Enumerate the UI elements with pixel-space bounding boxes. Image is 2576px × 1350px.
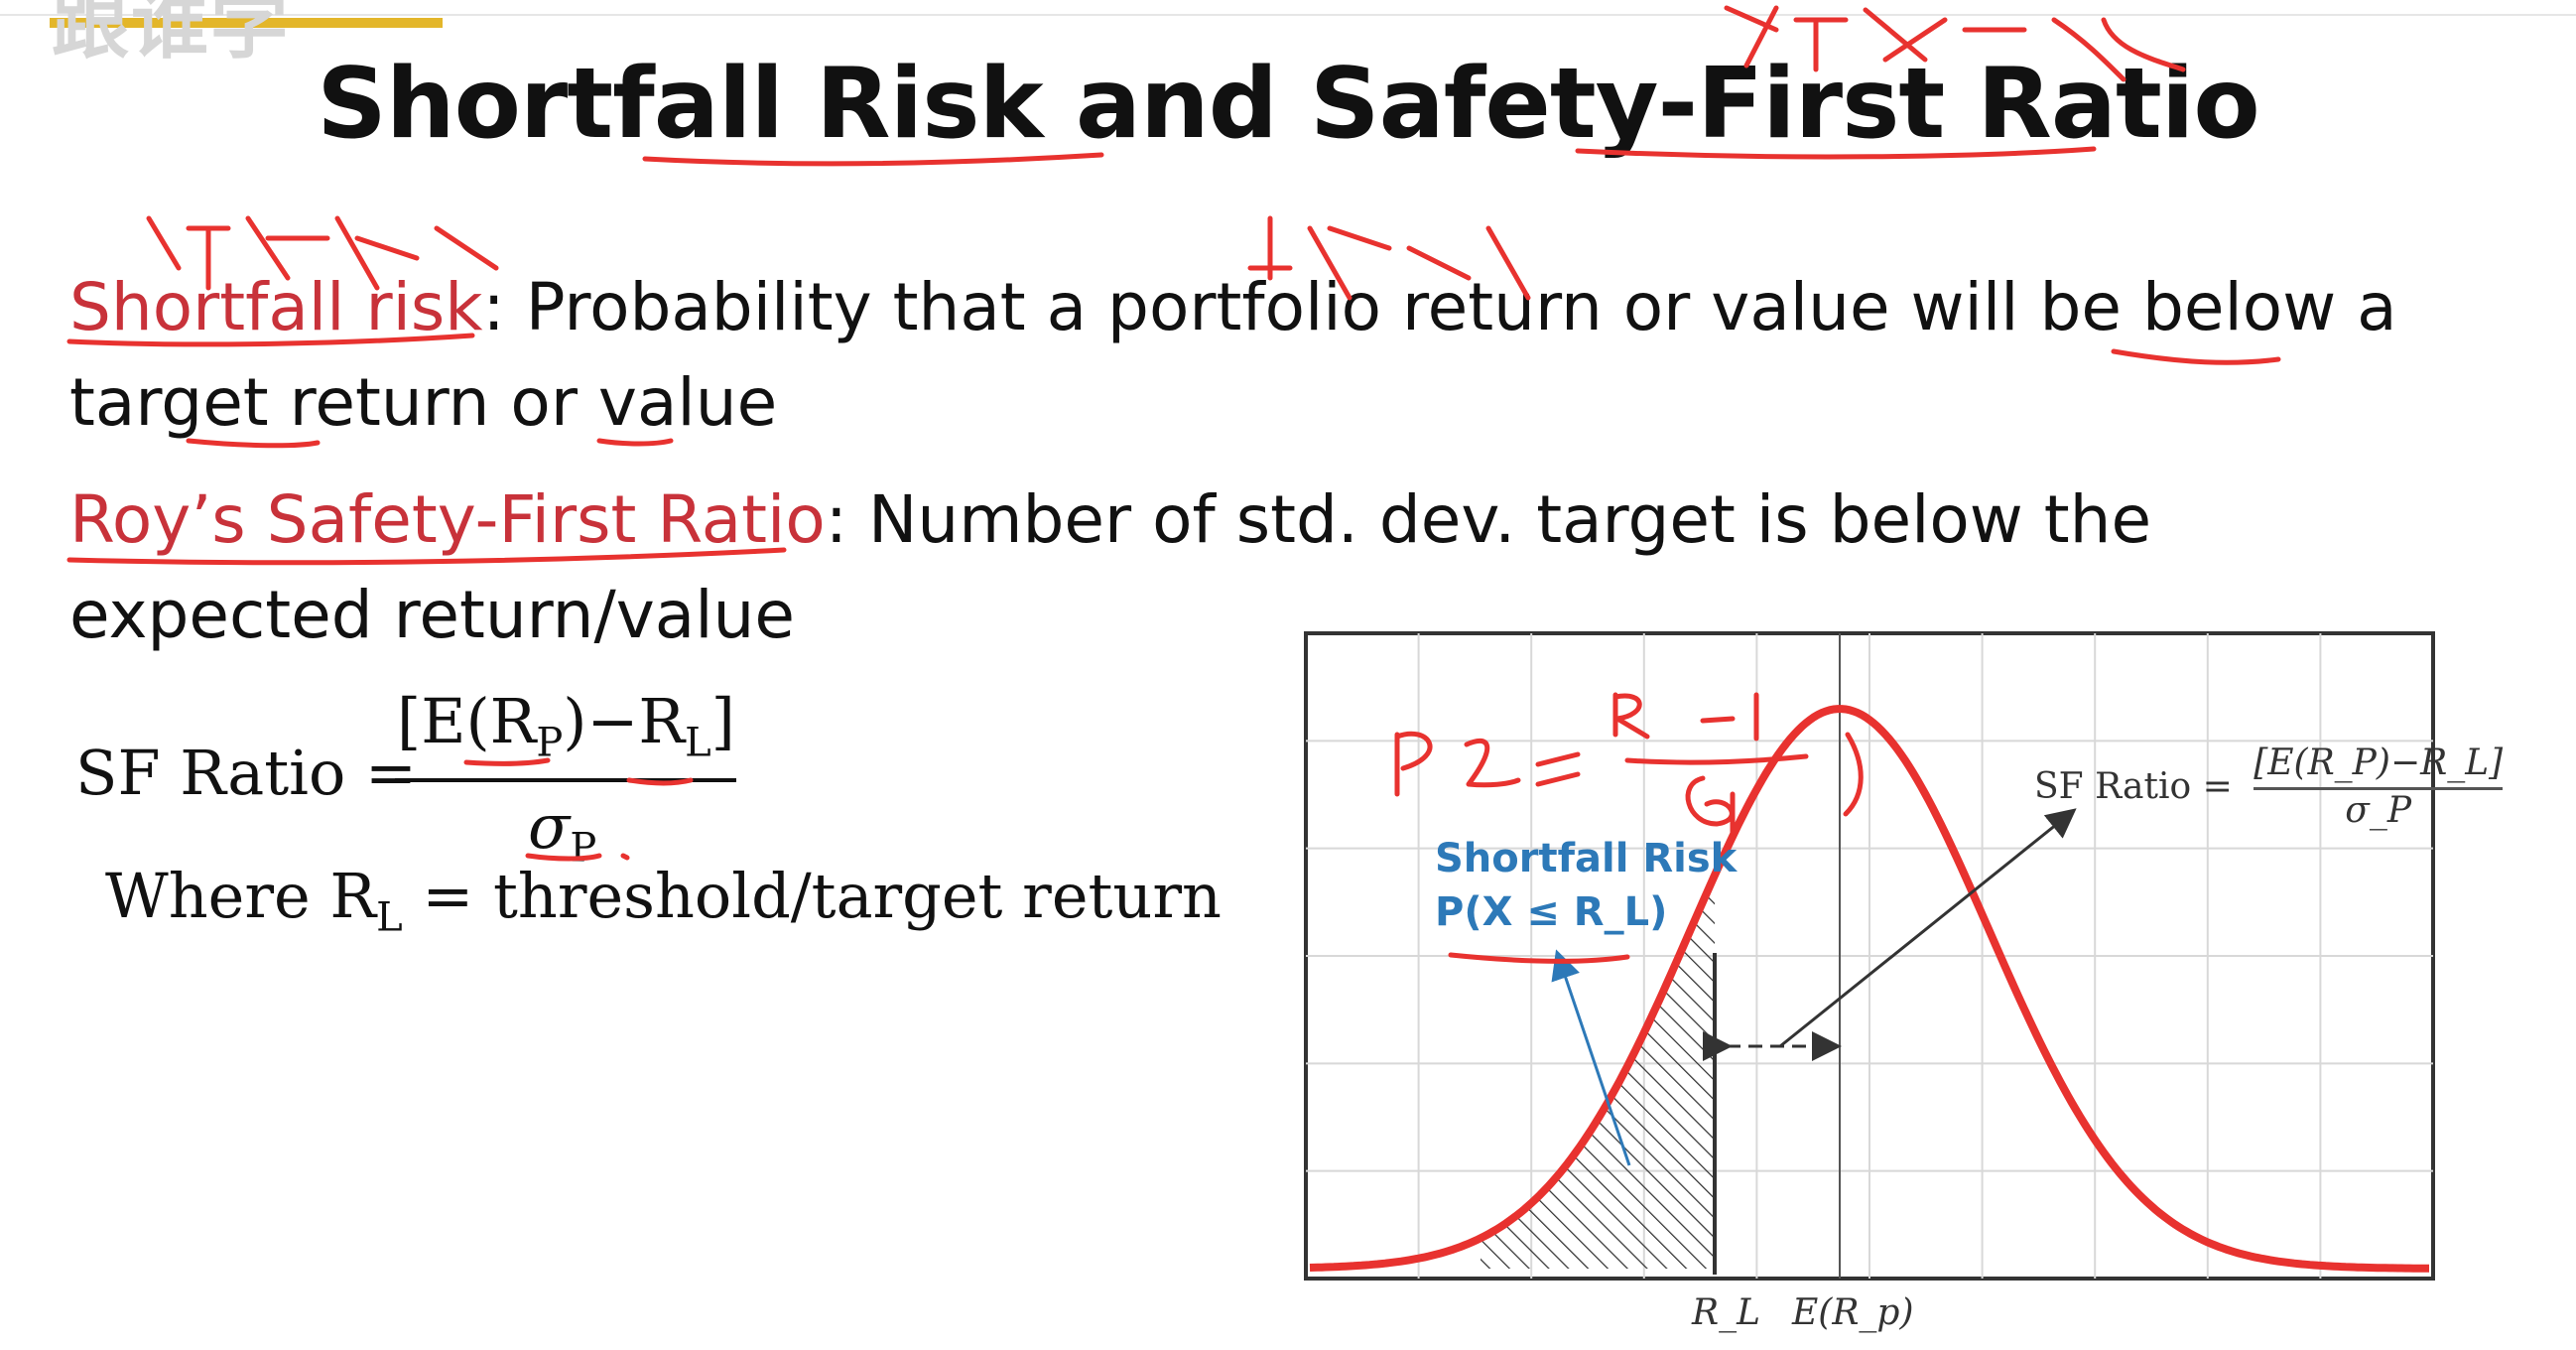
fraction-bar bbox=[395, 778, 736, 782]
shortfall-risk-expression: P(X ≤ R_L) bbox=[1435, 889, 1668, 935]
x-tick-rl: R_L bbox=[1692, 1292, 1761, 1333]
shortfall-callout-arrow bbox=[1551, 949, 1631, 1166]
shortfall-shaded-area bbox=[1481, 875, 1715, 1269]
header-accent-bar bbox=[50, 18, 443, 28]
where-sub: L bbox=[376, 894, 403, 941]
where-clause: Where RL = threshold/target return bbox=[105, 860, 1222, 940]
numerator-mid: )−R bbox=[563, 685, 686, 757]
roy-colon: : bbox=[825, 481, 848, 558]
inset-denominator: σ_P bbox=[2345, 790, 2412, 831]
numerator-sub-p: P bbox=[536, 720, 564, 766]
roy-definition: Roy’s Safety-First Ratio: Number of std.… bbox=[69, 472, 2451, 663]
inset-lhs: SF Ratio = bbox=[2034, 766, 2233, 807]
chart-svg bbox=[1304, 631, 2435, 1281]
roy-term: Roy’s Safety-First Ratio bbox=[69, 481, 826, 558]
inset-numerator: [E(R_P)−R_L] bbox=[2254, 742, 2504, 790]
where-suffix: = threshold/target return bbox=[402, 860, 1222, 932]
top-divider bbox=[0, 14, 2576, 16]
inset-fraction: [E(R_P)−R_L] σ_P bbox=[2254, 742, 2504, 831]
hw-dot bbox=[620, 853, 630, 861]
numerator-close: ] bbox=[710, 685, 735, 757]
x-tick-erp: E(R_p) bbox=[1792, 1292, 1914, 1333]
denominator-sigma: σ bbox=[528, 790, 571, 863]
where-prefix: Where R bbox=[105, 860, 377, 932]
shortfall-definition: Shortfall risk: Probability that a portf… bbox=[69, 260, 2451, 451]
sf-ratio-inset: SF Ratio = [E(R_P)−R_L] σ_P bbox=[2034, 742, 2504, 831]
sf-ratio-denominator: σP bbox=[528, 790, 596, 871]
sf-callout-arrow bbox=[1779, 808, 2077, 1048]
sf-ratio-numerator: [E(RP)−RL] bbox=[397, 685, 735, 765]
numerator-sub-l: L bbox=[685, 720, 711, 766]
shortfall-risk-label: Shortfall Risk bbox=[1435, 836, 1738, 881]
roy-text: Number of std. dev. target is below the … bbox=[69, 481, 2152, 653]
denominator-sub: P bbox=[570, 825, 597, 872]
watermark-logo: 跟谁学 bbox=[52, 0, 291, 69]
slide-title: Shortfall Risk and Safety-First Ratio bbox=[317, 48, 2260, 161]
normal-curve bbox=[1309, 705, 2429, 1273]
shortfall-term: Shortfall risk bbox=[69, 269, 483, 345]
shortfall-colon: : bbox=[482, 269, 505, 345]
sf-ratio-lhs: SF Ratio = bbox=[75, 737, 417, 809]
numerator-open: [E(R bbox=[397, 685, 537, 757]
normal-distribution-chart bbox=[1302, 629, 2441, 1284]
